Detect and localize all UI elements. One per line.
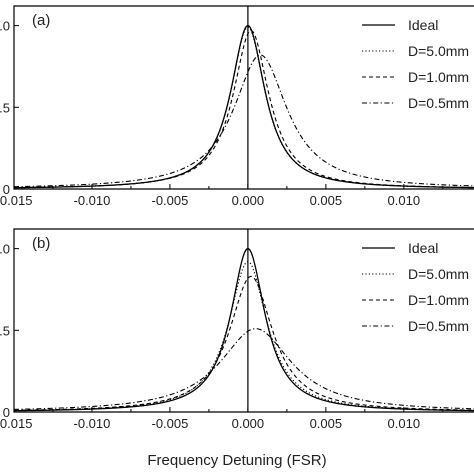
legend-entry: D=0.5mm bbox=[408, 318, 469, 334]
x-tick-label: 0.005 bbox=[310, 416, 343, 431]
axis-frame bbox=[13, 228, 474, 413]
legend-entry: D=5.0mm bbox=[408, 43, 469, 59]
series-line bbox=[13, 26, 474, 189]
legend-entry: Ideal bbox=[408, 240, 438, 256]
series-line bbox=[13, 247, 474, 412]
x-tick-label: -0.005 bbox=[151, 416, 188, 431]
legend-entry: D=1.0mm bbox=[408, 69, 469, 85]
x-tick-label: 0.010 bbox=[388, 193, 421, 208]
series-line bbox=[13, 29, 474, 189]
legend-entry: D=5.0mm bbox=[408, 266, 469, 282]
series-line bbox=[13, 261, 474, 412]
legend: Ideal D=5.0mm D=1.0mm D=0.5mm bbox=[362, 17, 469, 111]
x-tick-label: -0.010 bbox=[74, 416, 111, 431]
panel-a: -0.015 -0.010 -0.005 0.000 0.005 0.010 0 .5 1.0 (… bbox=[0, 5, 474, 208]
y-tick-label: .5 bbox=[0, 100, 10, 115]
series-line bbox=[13, 24, 474, 189]
panel-label: (a) bbox=[32, 12, 50, 29]
x-tick-label: 0.010 bbox=[388, 416, 421, 431]
x-tick-label: 0.000 bbox=[232, 193, 265, 208]
series-line bbox=[13, 275, 474, 411]
legend-entry: D=0.5mm bbox=[408, 95, 469, 111]
legend: Ideal D=5.0mm D=1.0mm D=0.5mm bbox=[362, 240, 469, 334]
x-axis-label: Frequency Detuning (FSR) bbox=[147, 452, 327, 469]
x-tick-label: -0.015 bbox=[0, 416, 32, 431]
x-tick-label: -0.005 bbox=[151, 193, 188, 208]
y-tick-label: 1.0 bbox=[0, 242, 10, 257]
series-line bbox=[13, 54, 474, 188]
y-tick-label: 1.0 bbox=[0, 19, 10, 34]
y-tick-label: 0 bbox=[3, 182, 10, 197]
y-tick-label: .5 bbox=[0, 323, 10, 338]
legend-entry: Ideal bbox=[408, 17, 438, 33]
y-tick-label: 0 bbox=[3, 405, 10, 420]
x-tick-label: -0.015 bbox=[0, 193, 32, 208]
axis-frame bbox=[13, 5, 474, 190]
x-tick-label: 0.000 bbox=[232, 416, 265, 431]
legend-entry: D=1.0mm bbox=[408, 292, 469, 308]
series-line bbox=[13, 328, 474, 410]
panel-b: -0.015 -0.010 -0.005 0.000 0.005 0.010 0 .5 1.0 (… bbox=[0, 228, 474, 431]
panel-label: (b) bbox=[32, 235, 50, 252]
x-tick-label: 0.005 bbox=[310, 193, 343, 208]
x-tick-label: -0.010 bbox=[74, 193, 111, 208]
